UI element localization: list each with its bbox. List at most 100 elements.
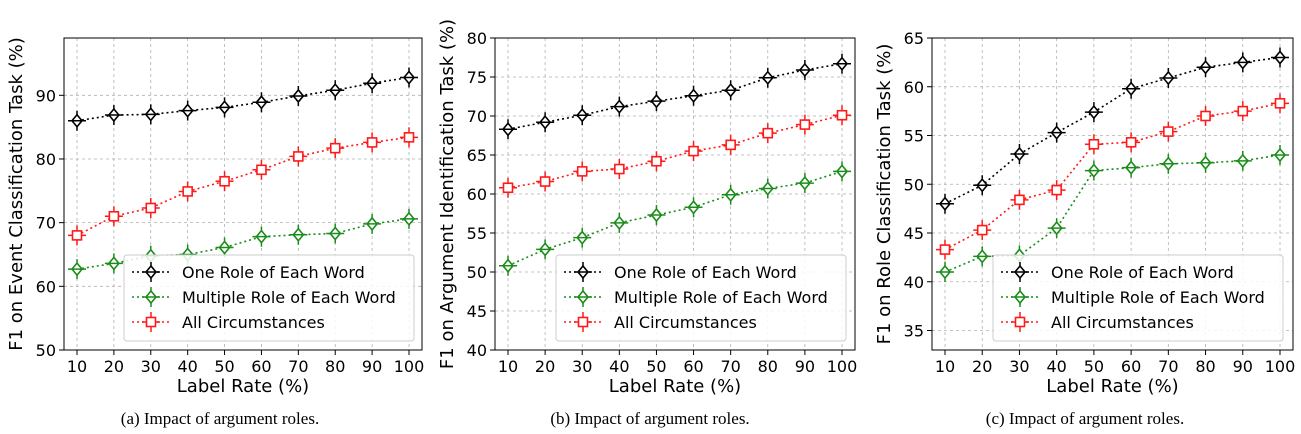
y-tick-label: 50 xyxy=(467,263,487,282)
marker-square xyxy=(182,186,193,197)
data-point xyxy=(936,262,954,282)
legend-box xyxy=(555,254,847,342)
marker-square xyxy=(539,176,551,187)
data-point xyxy=(536,112,555,133)
marker-square xyxy=(502,182,514,194)
chart-panel-a: 10 20 30 40 50 60 70 80 90 100 50 60 70 80 90 Label Rat… xyxy=(6,37,424,428)
y-tick-label: 65 xyxy=(467,146,487,165)
data-point xyxy=(1084,160,1103,181)
x-tick-label: 80 xyxy=(325,357,345,376)
y-axis-label: F1 on Argument Identification Task (%) xyxy=(437,19,458,369)
series-2 xyxy=(499,105,851,198)
data-point xyxy=(647,205,666,226)
x-tick-label: 50 xyxy=(1084,357,1104,376)
data-point xyxy=(795,59,814,80)
y-tick-label: 40 xyxy=(467,341,487,360)
legend-label: Multiple Role of Each Word xyxy=(182,288,396,307)
x-tick-label: 50 xyxy=(214,357,234,376)
marker-square xyxy=(145,202,157,214)
x-tick-label: 60 xyxy=(683,357,703,376)
x-axis-label: Label Rate (%) xyxy=(609,376,741,397)
legend-marker xyxy=(574,312,592,332)
series-line xyxy=(507,114,843,189)
x-axis-label: Label Rate (%) xyxy=(177,376,309,397)
y-tick-label: 70 xyxy=(467,107,487,126)
x-tick-label: 100 xyxy=(394,357,425,376)
marker-square xyxy=(145,316,157,328)
legend-marker xyxy=(574,262,592,282)
legend-label: All Circumstances xyxy=(1051,313,1194,332)
legend-label: All Circumstances xyxy=(182,313,325,332)
data-point xyxy=(1196,152,1215,173)
marker-square xyxy=(71,230,83,241)
legend-marker xyxy=(1011,312,1029,332)
data-point xyxy=(721,184,740,205)
marker-square xyxy=(976,224,988,236)
x-tick-label: 10 xyxy=(498,357,518,376)
x-tick-label: 30 xyxy=(141,357,161,376)
data-point xyxy=(833,161,851,182)
y-tick-label: 50 xyxy=(904,175,924,194)
data-point xyxy=(573,227,592,248)
data-point xyxy=(363,73,382,94)
series-0 xyxy=(936,47,1289,214)
legend-marker xyxy=(142,312,160,332)
figure-caption: (c) Impact of argument roles. xyxy=(986,409,1184,428)
legend-box xyxy=(992,254,1284,342)
data-point xyxy=(721,80,740,101)
legend-label: One Role of Each Word xyxy=(182,263,365,282)
y-tick-label: 70 xyxy=(36,214,56,233)
x-tick-label: 90 xyxy=(795,357,815,376)
data-point xyxy=(1196,106,1215,126)
data-point xyxy=(68,259,86,280)
data-point xyxy=(178,181,197,202)
data-point xyxy=(833,53,851,74)
marker-square xyxy=(576,166,588,177)
data-point xyxy=(289,224,308,245)
series-line xyxy=(76,136,410,237)
x-tick-label: 70 xyxy=(288,357,308,376)
marker-square xyxy=(1014,194,1025,206)
marker-square xyxy=(725,139,736,151)
data-point xyxy=(1047,218,1066,239)
series-0 xyxy=(68,67,418,131)
data-point xyxy=(647,91,666,112)
data-point xyxy=(1196,57,1215,78)
x-tick-label: 80 xyxy=(758,357,778,376)
data-point xyxy=(1159,153,1178,174)
data-point xyxy=(104,253,123,274)
y-tick-label: 55 xyxy=(467,224,487,243)
legend-label: Multiple Role of Each Word xyxy=(1051,288,1265,307)
y-tick-label: 75 xyxy=(467,68,487,87)
marker-square xyxy=(1014,316,1026,328)
figure-caption: (b) Impact of argument roles. xyxy=(550,409,749,428)
x-tick-label: 40 xyxy=(1046,357,1066,376)
y-tick-label: 50 xyxy=(36,341,56,360)
legend-box xyxy=(123,254,415,342)
data-point xyxy=(536,239,555,260)
x-tick-label: 20 xyxy=(104,357,124,376)
data-point xyxy=(252,92,271,113)
data-point xyxy=(1047,122,1066,143)
x-tick-label: 50 xyxy=(646,357,666,376)
marker-square xyxy=(1200,110,1211,122)
legend: One Role of Each Word Multiple Role of Ea… xyxy=(992,254,1284,342)
data-point xyxy=(400,208,418,229)
data-point xyxy=(610,159,629,180)
data-point xyxy=(141,198,160,219)
marker-square xyxy=(1163,126,1174,137)
data-point xyxy=(326,223,345,244)
data-point xyxy=(936,193,954,214)
series-line xyxy=(507,170,843,267)
data-point xyxy=(252,226,271,247)
marker-square xyxy=(219,175,230,187)
data-point xyxy=(684,141,703,162)
data-point xyxy=(400,67,418,88)
x-tick-label: 70 xyxy=(1158,357,1178,376)
data-point xyxy=(833,105,851,126)
x-tick-label: 60 xyxy=(1121,357,1141,376)
data-point xyxy=(215,171,234,192)
marker-square xyxy=(577,316,589,328)
x-tick-label: 10 xyxy=(935,357,955,376)
